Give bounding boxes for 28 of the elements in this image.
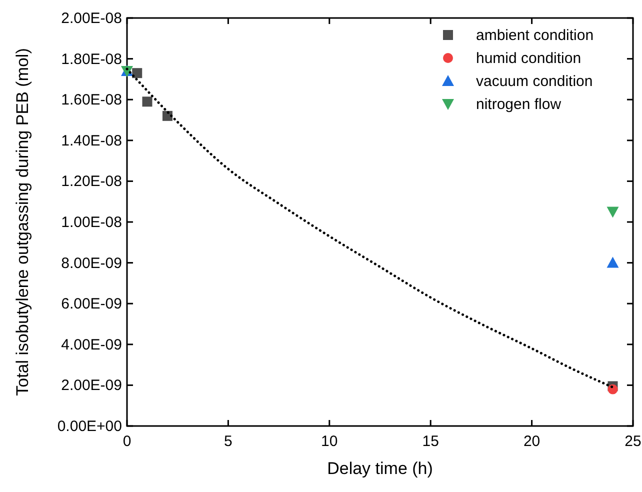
y-tick-label: 8.00E-09 xyxy=(61,254,122,272)
point xyxy=(606,206,619,218)
x-tick-label: 5 xyxy=(224,433,232,450)
y-tick-label: 1.20E-08 xyxy=(61,173,122,190)
point xyxy=(606,256,619,268)
legend-label: humid condition xyxy=(476,50,582,67)
point xyxy=(608,384,618,394)
legend-label: vacuum condition xyxy=(476,73,593,90)
y-tick-label: 1.40E-08 xyxy=(61,132,122,150)
x-tick-label: 20 xyxy=(523,433,540,450)
y-tick-label: 1.00E-08 xyxy=(61,214,122,231)
y-tick-label: 2.00E-09 xyxy=(61,377,122,394)
y-tick-label: 2.00E-08 xyxy=(61,10,122,27)
legend-label: ambient condition xyxy=(476,27,594,44)
y-tick-label: 4.00E-09 xyxy=(61,336,122,354)
x-axis-title: Delay time (h) xyxy=(327,459,433,478)
point xyxy=(142,96,152,107)
y-axis-title: Total isobutylene outgassing during PEB (mol) xyxy=(13,48,32,396)
y-tick-label: 1.80E-08 xyxy=(61,50,122,68)
y-tick-label: 6.00E-09 xyxy=(61,296,122,313)
x-tick-label: 0 xyxy=(122,433,132,450)
legend-label: nitrogen flow xyxy=(476,96,562,113)
x-tick-label: 15 xyxy=(422,433,439,450)
point xyxy=(132,68,142,78)
x-tick-label: 10 xyxy=(321,433,338,450)
y-tick-label: 0.00E+00 xyxy=(57,418,122,435)
y-tick-label: 1.60E-08 xyxy=(61,92,122,109)
x-tick-label: 25 xyxy=(624,433,642,450)
